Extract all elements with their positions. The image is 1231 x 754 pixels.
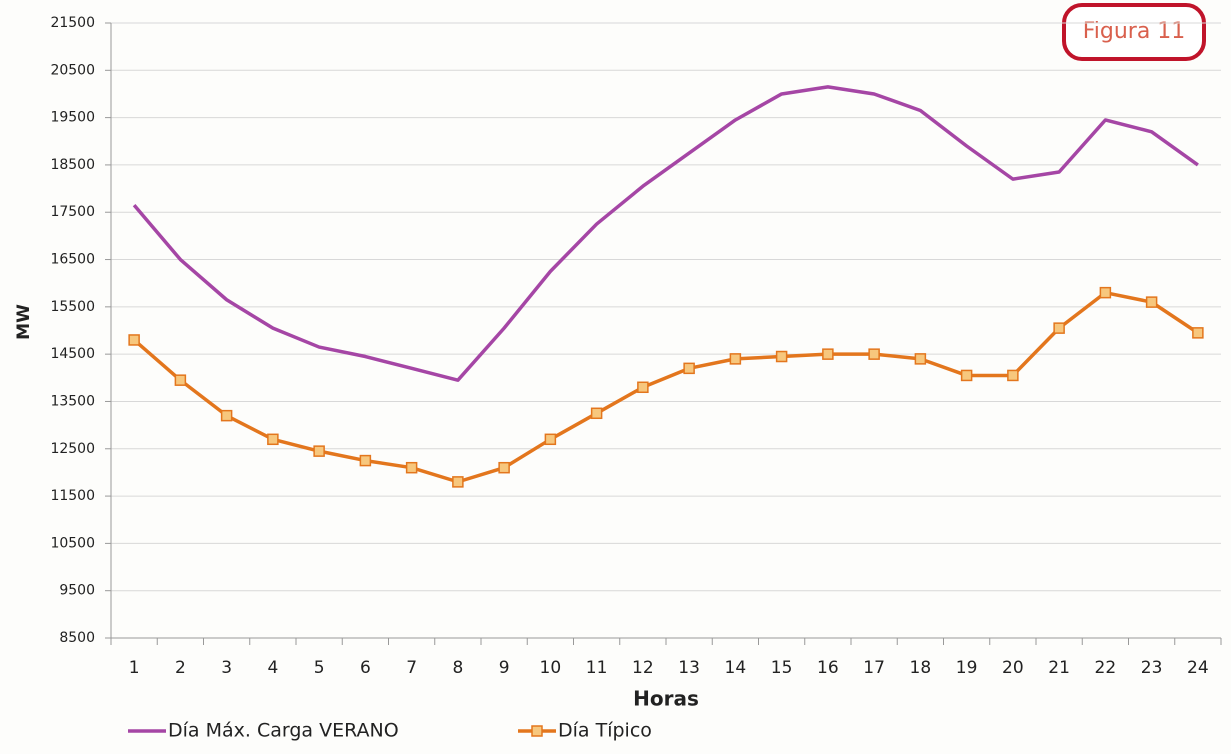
point-marker bbox=[775, 350, 788, 363]
y-tick-label: 12500 bbox=[50, 441, 95, 457]
y-tick-label: 13500 bbox=[50, 393, 95, 409]
point-marker bbox=[174, 374, 187, 386]
point-marker bbox=[729, 353, 742, 365]
point-marker bbox=[313, 445, 325, 457]
point-marker bbox=[683, 362, 695, 375]
x-tick-label: 10 bbox=[540, 658, 562, 678]
point-marker bbox=[822, 348, 834, 360]
y-tick-label: 10500 bbox=[50, 535, 95, 551]
x-tick-label: 1 bbox=[129, 658, 140, 678]
point-marker bbox=[220, 409, 233, 422]
point-marker bbox=[1099, 286, 1112, 299]
x-tick-label: 11 bbox=[586, 658, 608, 678]
y-tick-label: 9500 bbox=[59, 583, 95, 599]
x-tick-label: 3 bbox=[221, 658, 232, 678]
series-line bbox=[132, 290, 1199, 484]
y-tick-label: 19500 bbox=[50, 110, 95, 126]
x-tick-label: 24 bbox=[1187, 658, 1209, 678]
y-tick-label: 21500 bbox=[50, 15, 95, 31]
y-tick-label: 15500 bbox=[50, 299, 95, 315]
x-tick-label: 23 bbox=[1141, 658, 1163, 678]
y-axis-label: MW bbox=[14, 304, 34, 340]
y-tick-label: 8500 bbox=[59, 630, 95, 646]
annotation-box bbox=[1062, 3, 1206, 61]
x-tick-label: 15 bbox=[771, 658, 793, 678]
point-marker bbox=[1192, 327, 1204, 339]
point-marker bbox=[498, 461, 510, 474]
x-tick-label: 6 bbox=[360, 658, 371, 678]
x-tick-label: 20 bbox=[1002, 658, 1024, 678]
x-tick-label: 13 bbox=[678, 658, 700, 678]
point-marker bbox=[128, 334, 140, 346]
point-marker bbox=[359, 454, 372, 467]
point-marker bbox=[1053, 322, 1065, 334]
point-marker bbox=[637, 381, 649, 394]
x-tick-label: 19 bbox=[956, 658, 978, 678]
point-marker bbox=[1007, 369, 1019, 382]
x-tick-label: 16 bbox=[817, 658, 839, 678]
point-marker bbox=[1145, 296, 1158, 308]
x-tick-label: 4 bbox=[267, 658, 278, 678]
x-tick-label: 8 bbox=[452, 658, 463, 678]
y-tick-label: 14500 bbox=[50, 346, 95, 362]
x-tick-label: 14 bbox=[725, 658, 747, 678]
y-tick-label: 18500 bbox=[50, 157, 95, 173]
x-axis-label: Horas bbox=[633, 687, 699, 711]
point-marker bbox=[267, 433, 279, 446]
point-marker bbox=[405, 461, 418, 474]
point-marker bbox=[544, 433, 557, 446]
legend-label: Día Máx. Carga VERANO bbox=[168, 720, 399, 742]
point-marker bbox=[960, 369, 973, 382]
y-tick-label: 11500 bbox=[50, 488, 95, 504]
x-tick-label: 2 bbox=[175, 658, 186, 678]
x-tick-label: 7 bbox=[406, 658, 417, 678]
legend-label: Día Típico bbox=[558, 720, 652, 742]
x-tick-label: 21 bbox=[1048, 658, 1070, 678]
x-tick-label: 12 bbox=[632, 658, 654, 678]
y-tick-label: 16500 bbox=[50, 252, 95, 268]
y-tick-label: 17500 bbox=[50, 204, 95, 220]
series-line bbox=[132, 85, 1199, 382]
x-tick-label: 17 bbox=[863, 658, 885, 678]
point-marker bbox=[590, 407, 603, 420]
x-tick-label: 22 bbox=[1095, 658, 1117, 678]
x-tick-label: 9 bbox=[499, 658, 510, 678]
x-tick-label: 18 bbox=[910, 658, 932, 678]
x-tick-label: 5 bbox=[314, 658, 325, 678]
point-marker bbox=[914, 353, 927, 365]
y-tick-label: 20500 bbox=[50, 62, 95, 78]
point-marker bbox=[452, 476, 464, 488]
point-marker bbox=[868, 348, 880, 360]
legend-marker bbox=[531, 725, 543, 737]
